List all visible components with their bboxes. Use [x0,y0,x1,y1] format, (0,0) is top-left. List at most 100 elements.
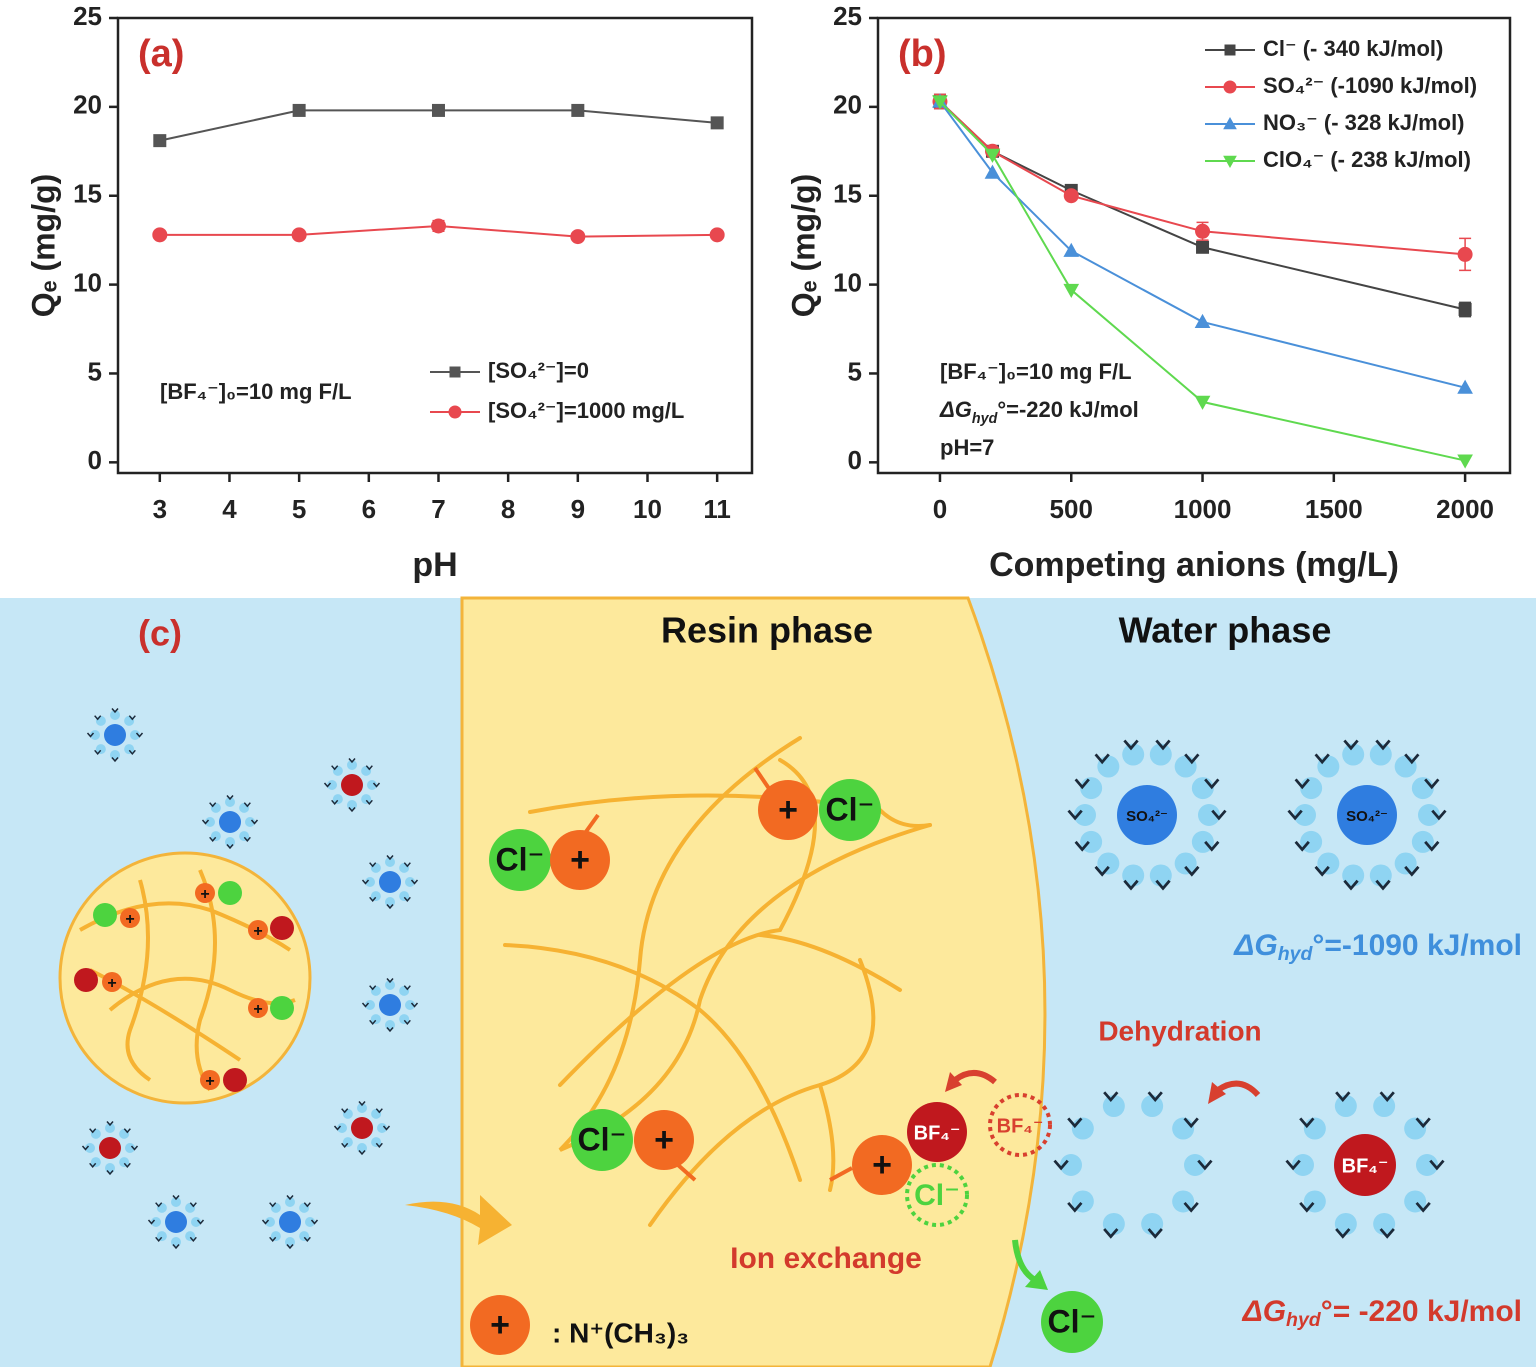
water-molecule-bonds [341,1108,349,1114]
plot-frame [876,16,1512,475]
hydrated-ion [165,1211,187,1233]
marker [1063,283,1080,298]
water-molecule-bonds [1343,879,1359,891]
water-molecule-bonds [243,836,251,842]
water-molecule [1198,804,1220,826]
water-molecule-bonds [358,1150,366,1156]
water-molecule-bonds [128,749,136,755]
ion-label: Cl⁻ [1048,1303,1097,1339]
panel-label: (a) [138,33,184,75]
water-molecule [1102,1095,1125,1118]
water-molecule-bonds [94,749,102,755]
water-molecule [270,1202,281,1213]
water-molecule-bonds [209,802,217,808]
water-molecule-bonds [1184,753,1200,765]
water-molecule-bonds [226,795,234,801]
arrowhead [1208,1082,1226,1104]
legend-label: [SO₄²⁻]=1000 mg/L [488,398,684,423]
symbol: ΔG [1242,1295,1286,1328]
water-molecule [1418,804,1440,826]
water-molecule-bonds [1424,840,1440,852]
water-molecule-bonds [286,1195,294,1201]
water-molecule [119,1157,130,1168]
water-molecule [347,800,357,810]
marker [1194,395,1211,410]
x-tick-label: 9 [571,494,585,524]
water-molecule [1184,1154,1206,1176]
water-molecule-bonds [1287,809,1303,821]
water-molecule-bonds [111,708,119,714]
water-molecule [110,710,120,720]
water-molecule-bonds [365,765,373,771]
water-molecule [285,1197,295,1207]
rest: °= -220 kJ/mol [1321,1295,1522,1328]
water-molecule-bonds [1415,1117,1431,1129]
water-molecule-bonds [1415,1201,1431,1213]
water-molecule [225,837,235,847]
ion-label: Cl⁻ [914,1179,960,1212]
water-molecule-bonds [1431,809,1447,821]
water-molecule [1373,1212,1396,1235]
x-tick-label: 0 [933,494,947,524]
ion-label: Cl⁻ [578,1121,627,1157]
water-molecule [239,802,250,813]
ion [200,1070,220,1090]
water-molecule [347,760,357,770]
water-molecule [156,1231,167,1242]
water-molecule [1172,1117,1195,1140]
marker [932,95,948,110]
water-molecule [85,1143,95,1153]
water-molecule [210,831,221,842]
symbol: ΔG [1233,929,1277,962]
water-molecule [399,862,410,873]
water-molecule [370,891,381,902]
ion-label: + [654,1121,674,1159]
x-tick-label: 7 [431,494,445,524]
marker [292,103,306,117]
water-molecule-bonds [1294,778,1310,790]
water-molecule-bonds [94,715,102,721]
ion [270,996,294,1020]
water-molecule [124,744,135,755]
marker [430,218,446,234]
water-molecule-bonds [1299,1201,1315,1213]
water-molecule [399,891,410,902]
tether [676,1163,697,1182]
hydrated-ion [341,774,363,796]
water-molecule-bonds [196,1219,205,1225]
water-molecule-bonds [410,1002,419,1008]
water-molecule-bonds [1197,1159,1213,1171]
y-tick-label: 10 [73,267,102,297]
water-molecule [342,1108,353,1119]
water-molecule [1369,864,1392,887]
legend-label: SO₄²⁻ (-1090 kJ/mol) [1263,73,1477,98]
water-molecule [357,1103,367,1113]
water-molecule [1317,852,1340,875]
ion [102,972,122,992]
water-molecule [1141,1095,1164,1118]
water-molecule-bonds [1053,1159,1069,1171]
water-molecule [1416,1154,1438,1176]
y-axis-label: Qₑ (mg/g) [25,174,61,318]
water-molecule [90,1128,101,1139]
water-molecule-bonds [386,978,394,984]
arrow [1012,1239,1037,1283]
ion [819,779,881,841]
water-molecule-bonds [361,1002,370,1008]
water-molecule [156,1202,167,1213]
water-molecule [367,780,377,790]
y-axis-label: Qₑ (mg/g) [785,174,821,318]
water-molecule-bonds [1314,865,1330,877]
water-molecule-bonds [361,879,370,885]
hydrated-ion [279,1211,301,1233]
x-tick-label: 3 [153,494,167,524]
water-molecule-bonds [365,799,373,805]
water-molecule [337,1123,347,1133]
water-molecule [130,730,140,740]
water-molecule-bonds [1147,1091,1163,1103]
marker [153,134,167,148]
water-molecule-bonds [1404,753,1420,765]
x-tick-label: 4 [222,494,237,524]
water-molecule-bonds [341,1142,349,1148]
water-molecule-bonds [1067,1201,1083,1213]
